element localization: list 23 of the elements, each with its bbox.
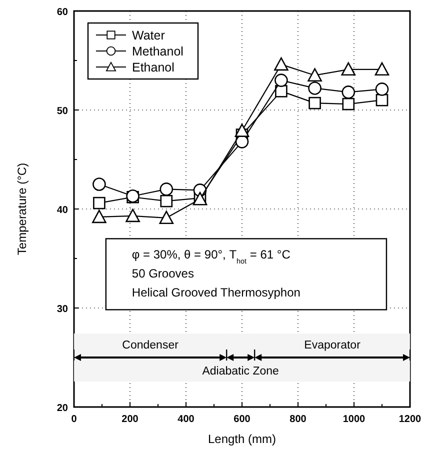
y-tick-label: 20 (56, 403, 68, 414)
annotation: Helical Grooved Thermosyphon (132, 286, 300, 300)
y-tick-label: 30 (56, 304, 68, 315)
band-label: Evaporator (304, 340, 361, 352)
legend-label: Ethanol (132, 60, 174, 74)
y-tick-label: 40 (56, 205, 68, 216)
x-axis-title: Length (mm) (208, 432, 276, 446)
annotation: 50 Grooves (132, 266, 194, 281)
legend-label: Water (132, 28, 165, 42)
x-tick-label: 600 (234, 414, 251, 425)
legend-label: Methanol (132, 44, 184, 58)
y-tick-label: 60 (56, 7, 68, 18)
y-tick-label: 50 (56, 106, 68, 117)
y-axis-title: Temperature (°C) (15, 162, 29, 256)
x-tick-label: 1200 (398, 414, 422, 425)
band-label: Adiabatic Zone (202, 366, 279, 378)
x-tick-label: 1000 (342, 414, 366, 425)
band-label: Condenser (122, 340, 179, 352)
x-tick-label: 200 (122, 414, 139, 425)
annotation: φ = 30%, θ = 90°, T$_{hot}$ = 61 °C (132, 248, 291, 266)
x-tick-label: 800 (290, 414, 307, 425)
x-tick-label: 0 (71, 414, 78, 425)
x-tick-label: 400 (178, 414, 195, 425)
